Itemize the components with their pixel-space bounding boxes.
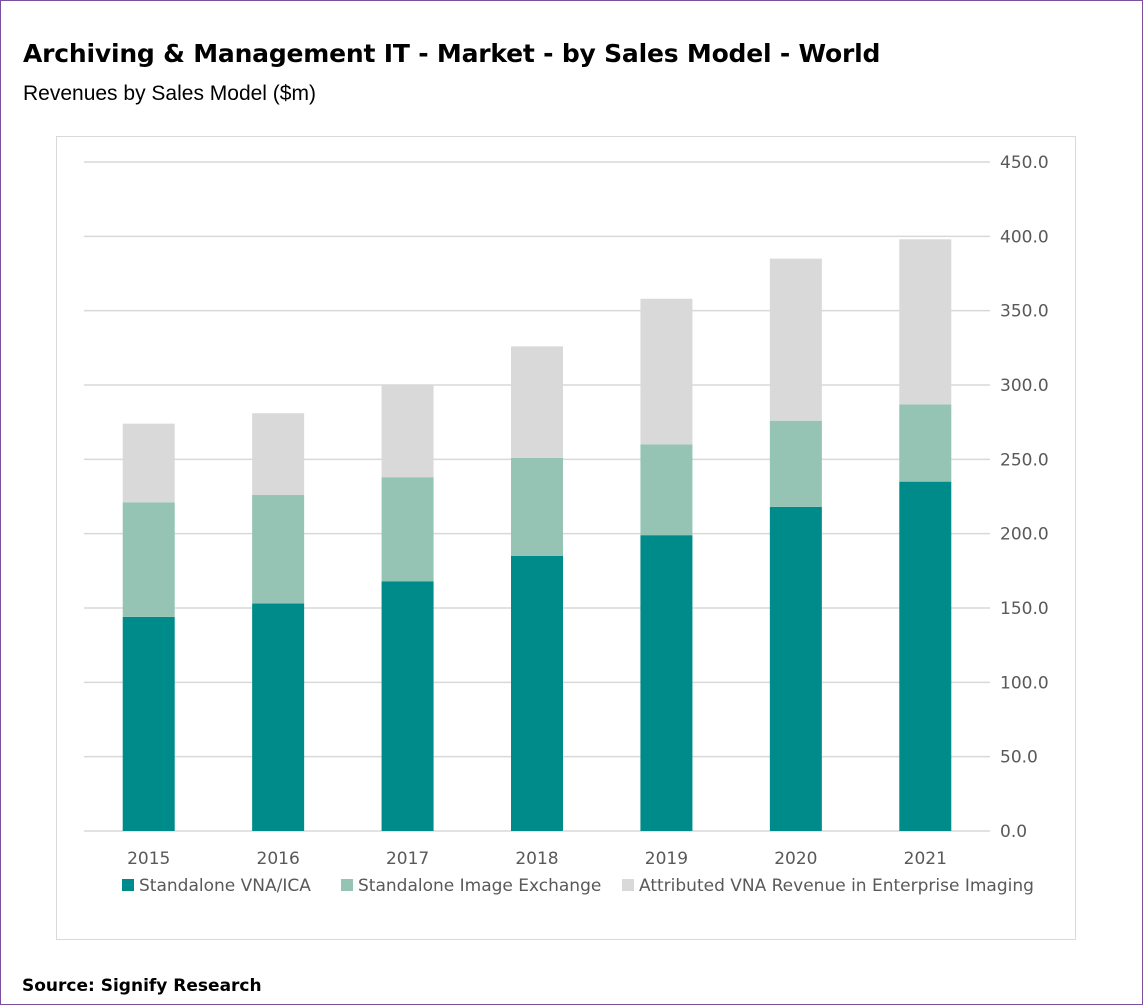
legend-label: Standalone Image Exchange	[358, 876, 601, 896]
y-tick-label: 350.0	[1000, 302, 1049, 322]
bar-2018-series-3	[511, 346, 563, 458]
bar-2017-series-3	[381, 385, 434, 478]
bar-2021-series-3	[899, 239, 952, 405]
x-tick-label: 2021	[904, 849, 947, 869]
legend-label: Standalone VNA/ICA	[139, 876, 311, 896]
y-tick-label: 450.0	[1000, 153, 1049, 173]
bar-2021-series-2	[899, 404, 952, 482]
x-tick-label: 2018	[515, 849, 558, 869]
bar-2017-series-2	[381, 477, 434, 582]
bar-2020-series-1	[769, 506, 822, 831]
bar-2015-series-3	[122, 423, 175, 503]
legend-label: Attributed VNA Revenue in Enterprise Ima…	[639, 876, 1034, 896]
bar-2016-series-3	[252, 413, 305, 496]
bar-2017-series-1	[381, 581, 434, 831]
chart-subtitle: Revenues by Sales Model ($m)	[23, 82, 316, 105]
bar-2018-series-2	[511, 457, 563, 556]
y-tick-label: 50.0	[1000, 748, 1038, 768]
bar-stacks	[122, 239, 952, 831]
bar-2016-series-2	[252, 495, 305, 604]
source-note: Source: Signify Research	[22, 976, 262, 996]
bar-2021-series-1	[899, 481, 952, 831]
y-tick-label: 250.0	[1000, 450, 1049, 470]
bar-2019-series-3	[640, 298, 693, 445]
bar-2019-series-1	[640, 535, 693, 831]
y-tick-label: 100.0	[1000, 673, 1049, 693]
bar-2016-series-1	[252, 603, 305, 831]
legend-swatch	[341, 879, 353, 891]
legend-swatch	[122, 879, 134, 891]
y-tick-label: 400.0	[1000, 227, 1049, 247]
bar-2015-series-2	[122, 502, 175, 617]
x-tick-label: 2019	[645, 849, 688, 869]
bar-2020-series-3	[769, 258, 822, 421]
y-axis-ticks: 0.0 50.0 100.0 150.0 200.0 250.0 300.0 350.0 400…	[1000, 153, 1049, 842]
bar-2018-series-1	[511, 555, 563, 831]
y-tick-label: 200.0	[1000, 525, 1049, 545]
y-tick-label: 0.0	[1000, 822, 1027, 842]
legend: Standalone VNA/ICA Standalone Image Excha…	[122, 876, 1034, 896]
y-tick-label: 300.0	[1000, 376, 1049, 396]
x-tick-label: 2016	[257, 849, 300, 869]
x-tick-label: 2020	[774, 849, 817, 869]
x-axis-ticks: 2015 2016 2017 2018 2019 2020 2021	[127, 849, 947, 869]
x-tick-label: 2015	[127, 849, 170, 869]
chart-title: Archiving & Management IT - Market - by …	[23, 39, 881, 68]
bar-2020-series-2	[769, 420, 822, 507]
legend-swatch	[622, 879, 634, 891]
x-tick-label: 2017	[386, 849, 429, 869]
y-tick-label: 150.0	[1000, 599, 1049, 619]
bar-2015-series-1	[122, 616, 175, 831]
bar-2019-series-2	[640, 444, 693, 536]
